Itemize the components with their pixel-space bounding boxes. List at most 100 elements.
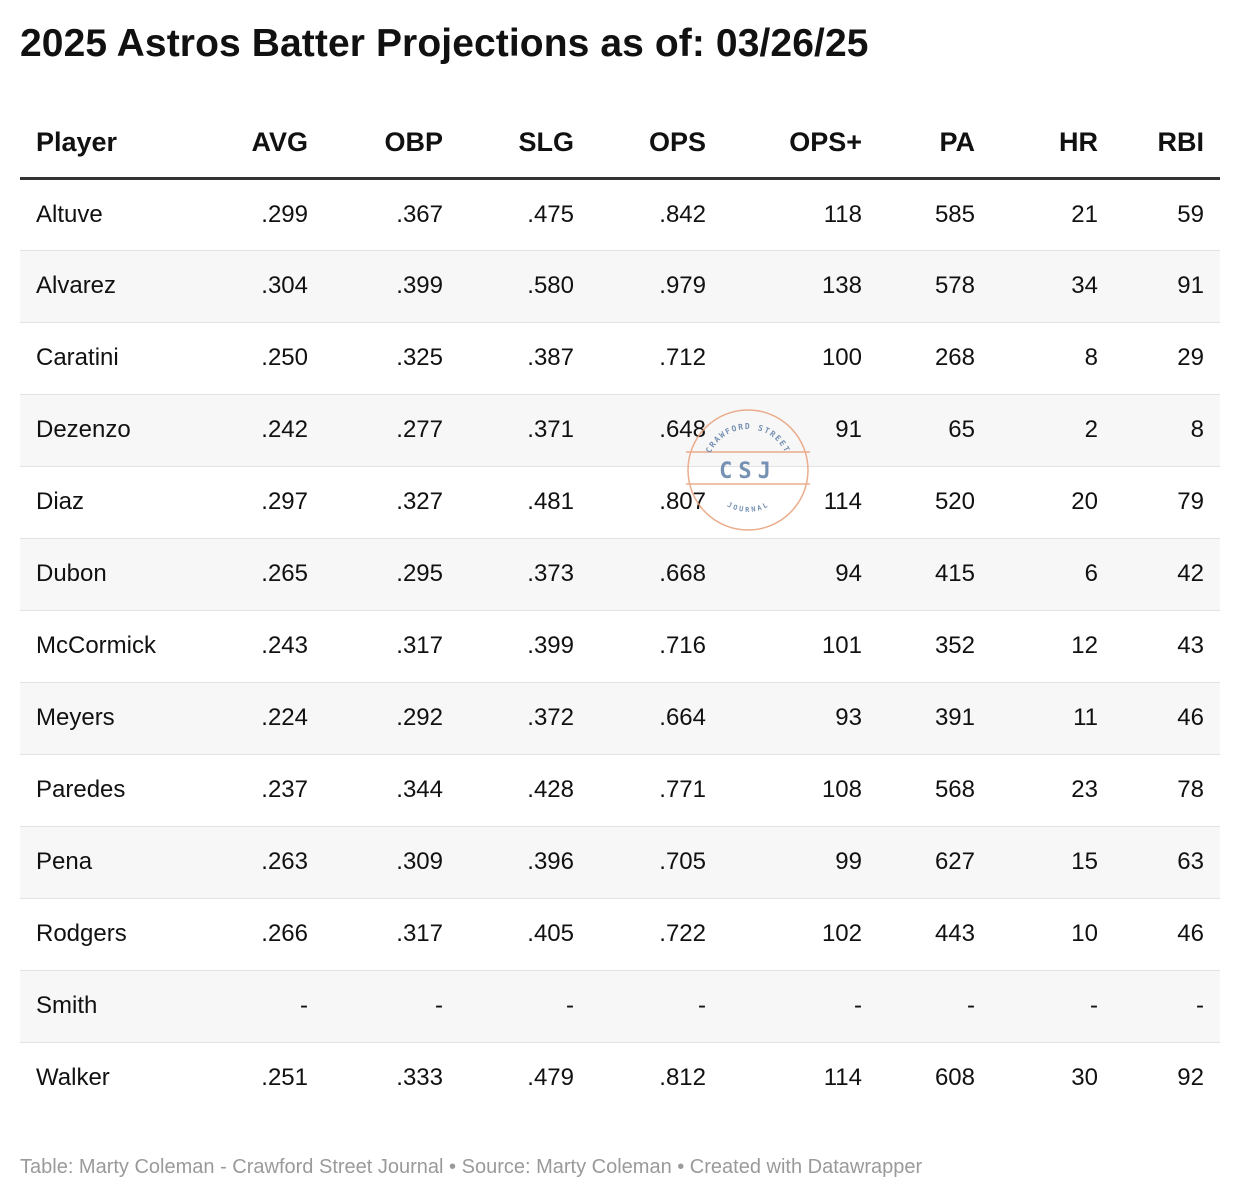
cell-pa: 520 xyxy=(878,466,991,539)
column-header-ops-plus[interactable]: OPS+ xyxy=(722,108,878,180)
column-header-pa[interactable]: PA xyxy=(878,108,991,180)
cell-ops: .807 xyxy=(590,466,722,539)
column-header-slg[interactable]: SLG xyxy=(459,108,590,180)
cell-slg: .405 xyxy=(459,898,590,971)
cell-slg: .580 xyxy=(459,250,590,323)
cell-avg: .266 xyxy=(196,898,324,971)
column-header-hr[interactable]: HR xyxy=(991,108,1114,180)
table-row: Smith - - - - - - - - xyxy=(20,970,1220,1043)
table-row: Dubon .265.295.373.668 94 415 6 42 xyxy=(20,538,1220,611)
cell-avg: .250 xyxy=(196,322,324,395)
cell-pa: 65 xyxy=(878,394,991,467)
cell-ops: .712 xyxy=(590,322,722,395)
cell-ops: .664 xyxy=(590,682,722,755)
cell-avg: .297 xyxy=(196,466,324,539)
cell-ops: .979 xyxy=(590,250,722,323)
cell-rbi: 79 xyxy=(1114,466,1220,539)
table-row: Caratini .250.325.387.712 100 268 8 29 xyxy=(20,322,1220,395)
cell-avg: .304 xyxy=(196,250,324,323)
cell-slg: .387 xyxy=(459,322,590,395)
table-row: McCormick .243.317.399.716 101 352 12 43 xyxy=(20,610,1220,683)
cell-obp: .367 xyxy=(324,178,459,251)
cell-pa: 578 xyxy=(878,250,991,323)
table-row: Paredes .237.344.428.771 108 568 23 78 xyxy=(20,754,1220,827)
cell-obp: .317 xyxy=(324,898,459,971)
cell-rbi: 43 xyxy=(1114,610,1220,683)
column-header-rbi[interactable]: RBI xyxy=(1114,108,1220,180)
cell-hr: 2 xyxy=(991,394,1114,467)
cell-obp: .292 xyxy=(324,682,459,755)
cell-pa: 585 xyxy=(878,178,991,251)
cell-rbi: 92 xyxy=(1177,1064,1204,1092)
column-header-player[interactable]: Player xyxy=(20,108,196,180)
table-row: Meyers .224.292.372.664 93 391 11 46 xyxy=(20,682,1220,755)
cell-avg: .265 xyxy=(196,538,324,611)
cell-ops: .716 xyxy=(590,610,722,683)
cell-player: Dezenzo xyxy=(20,394,196,467)
cell-rbi: - xyxy=(1114,970,1220,1043)
cell-hr: 34 xyxy=(991,250,1114,323)
cell-ops-plus: 99 xyxy=(722,826,878,899)
csj-logo-watermark: CRAWFORD STREET CSJ JOURNAL xyxy=(686,409,810,531)
cell-hr: 11 xyxy=(991,682,1114,755)
cell-player: Caratini xyxy=(20,322,196,395)
cell-ops-plus: 91 xyxy=(722,394,878,467)
cell-hr: 10 xyxy=(991,898,1114,971)
cell-player: Walker xyxy=(36,1064,110,1092)
table-row: Diaz .297.327.481.807 114 520 20 79 xyxy=(20,466,1220,539)
cell-hr: - xyxy=(991,970,1114,1043)
cell-player: Smith xyxy=(20,970,196,1043)
table-row: Alvarez .304.399.580.979 138 578 34 91 xyxy=(20,250,1220,323)
cell-rbi: 59 xyxy=(1114,178,1220,251)
cell-avg: - xyxy=(196,970,324,1043)
cell-avg: .243 xyxy=(196,610,324,683)
table-footer-credit: Table: Marty Coleman - Crawford Street J… xyxy=(20,1156,923,1178)
table-header-row: Player AVG OBP SLG OPS OPS+ PA HR RBI xyxy=(20,108,1220,180)
cell-obp: .317 xyxy=(324,610,459,683)
cell-pa: 443 xyxy=(878,898,991,971)
table-title: 2025 Astros Batter Projections as of: 03… xyxy=(20,22,869,65)
cell-hr: 12 xyxy=(991,610,1114,683)
cell-slg: .428 xyxy=(459,754,590,827)
cell-pa: 352 xyxy=(878,610,991,683)
cell-player: Paredes xyxy=(20,754,196,827)
table-row: Dezenzo .242.277.371.648 91 65 2 8 xyxy=(20,394,1220,467)
cell-obp: .325 xyxy=(324,322,459,395)
cell-ops-plus: 100 xyxy=(722,322,878,395)
cell-rbi: 63 xyxy=(1114,826,1220,899)
cell-rbi: 42 xyxy=(1114,538,1220,611)
column-header-ops[interactable]: OPS xyxy=(590,108,722,180)
cell-slg: .373 xyxy=(459,538,590,611)
cell-rbi: 29 xyxy=(1114,322,1220,395)
cell-obp: .333 xyxy=(396,1064,443,1092)
cell-obp: .309 xyxy=(324,826,459,899)
logo-top-text: CRAWFORD STREET xyxy=(704,422,792,455)
cell-ops: - xyxy=(590,970,722,1043)
column-header-obp[interactable]: OBP xyxy=(324,108,459,180)
table-row: Walker .251 .333 .479 .812 114 608 30 92 xyxy=(20,1042,1220,1114)
cell-ops: .842 xyxy=(590,178,722,251)
cell-obp: .344 xyxy=(324,754,459,827)
cell-pa: 268 xyxy=(878,322,991,395)
cell-player: Rodgers xyxy=(20,898,196,971)
cell-ops: .771 xyxy=(590,754,722,827)
cell-slg: .475 xyxy=(459,178,590,251)
cell-ops-plus: 114 xyxy=(722,466,878,539)
cell-obp: .399 xyxy=(324,250,459,323)
cell-rbi: 91 xyxy=(1114,250,1220,323)
cell-ops-plus: 108 xyxy=(722,754,878,827)
cell-pa: 568 xyxy=(878,754,991,827)
cell-player: Alvarez xyxy=(20,250,196,323)
cell-ops-plus: 102 xyxy=(722,898,878,971)
cell-ops: .722 xyxy=(590,898,722,971)
cell-rbi: 78 xyxy=(1114,754,1220,827)
cell-slg: .399 xyxy=(459,610,590,683)
column-header-avg[interactable]: AVG xyxy=(196,108,324,180)
table-row: Rodgers .266.317.405.722 102 443 10 46 xyxy=(20,898,1220,971)
cell-rbi: 46 xyxy=(1114,682,1220,755)
cell-avg: .237 xyxy=(196,754,324,827)
cell-ops: .648 xyxy=(590,394,722,467)
cell-hr: 8 xyxy=(991,322,1114,395)
cell-ops-plus: 93 xyxy=(722,682,878,755)
cell-avg: .242 xyxy=(196,394,324,467)
